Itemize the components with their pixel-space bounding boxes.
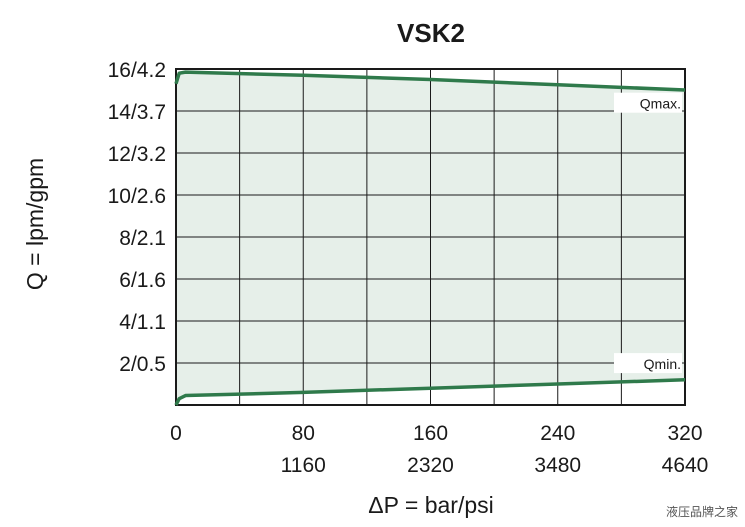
qmax-label: Qmax. (640, 96, 681, 112)
y-tick-label: 4/1.1 (119, 311, 166, 334)
x-tick-label: 80 (292, 422, 315, 445)
x-axis-label: ΔP = bar/psi (368, 492, 494, 518)
series-line-qmin (174, 378, 686, 406)
y-tick-label: 2/0.5 (119, 353, 166, 376)
x-tick-label: 320 (667, 422, 702, 445)
x-tick-label-psi: 3480 (534, 454, 581, 477)
y-tick-label: 12/3.2 (108, 143, 166, 166)
plot-area: Qmax. Qmin. 2/0.5 4/1.1 6/1.6 8/2.1 10/2.6 12/3… (108, 59, 709, 477)
x-tick-label-psi: 1160 (281, 454, 326, 477)
series-line-qmax (174, 70, 686, 92)
y-tick-label: 8/2.1 (119, 227, 166, 250)
y-tick-label: 6/1.6 (119, 269, 166, 292)
plot-frame (175, 68, 686, 406)
y-tick-label: 10/2.6 (108, 185, 166, 208)
watermark: 液压品牌之家 (666, 504, 738, 519)
x-tick-label-psi: 4640 (662, 454, 709, 477)
y-axis-label: Q = lpm/gpm (22, 158, 48, 290)
qmax-label-bg (614, 92, 682, 113)
qmin-label: Qmin. (644, 356, 681, 372)
x-tick-label-psi: 2320 (407, 454, 454, 477)
qmin-label-bg (614, 353, 682, 374)
y-tick-label: 14/3.7 (108, 101, 166, 124)
x-tick-label: 0 (170, 422, 182, 445)
x-tick-label: 240 (540, 422, 575, 445)
y-tick-label: 16/4.2 (108, 59, 166, 82)
chart-title: VSK2 (397, 18, 465, 48)
x-tick-label: 160 (413, 422, 448, 445)
